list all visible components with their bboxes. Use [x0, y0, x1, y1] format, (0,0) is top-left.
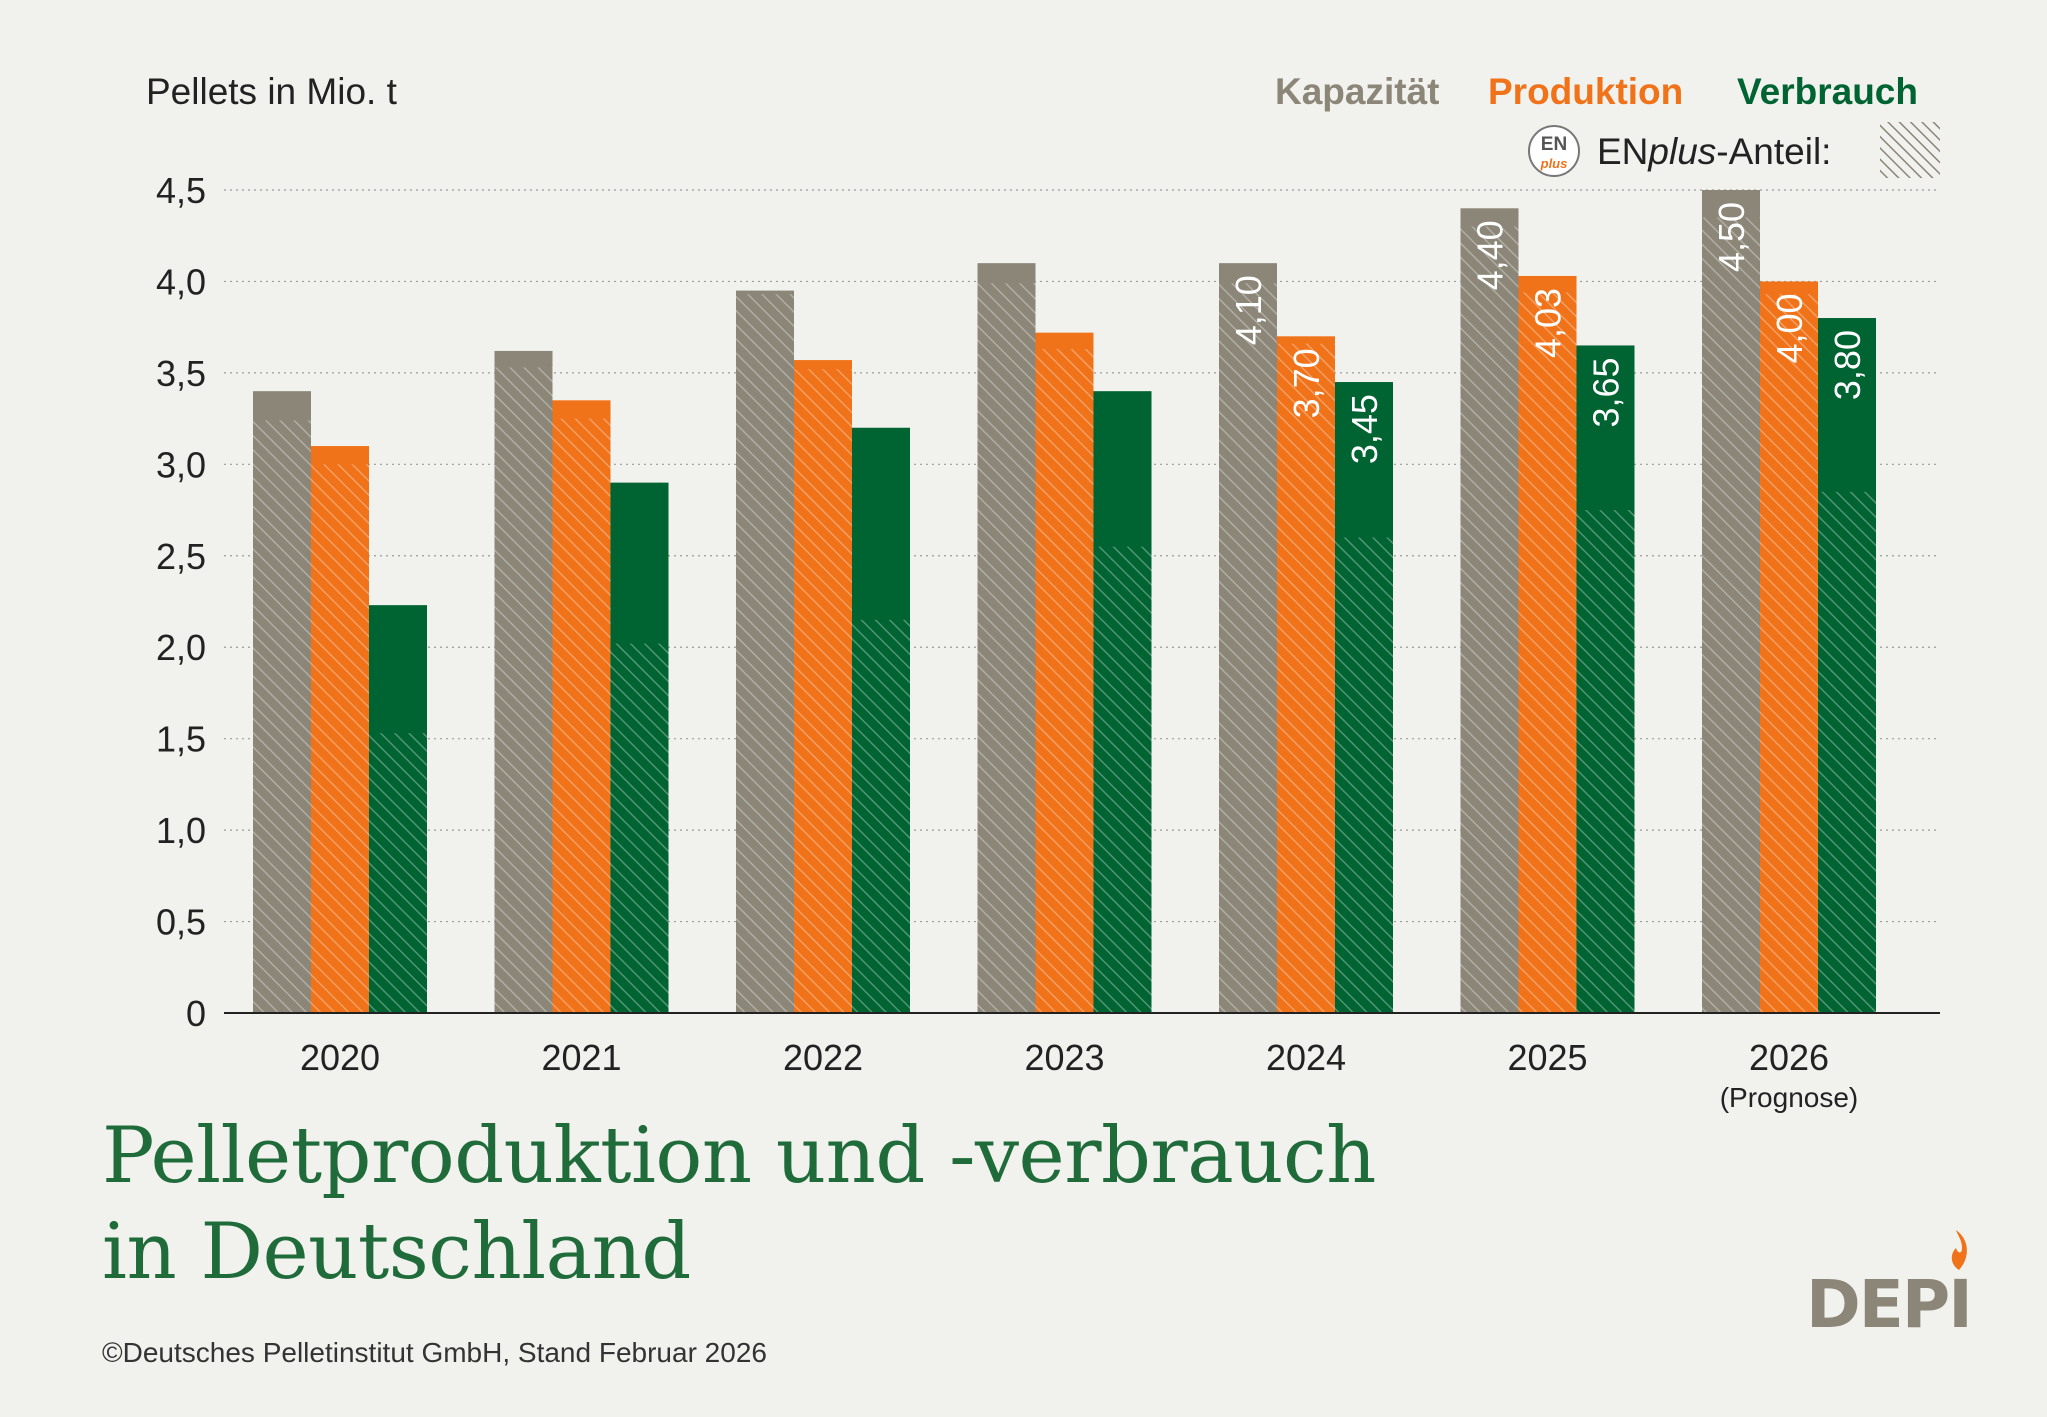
page-title: Pelletproduktion und -verbrauch in Deuts…: [102, 1108, 1376, 1300]
data-label: 3,70: [1286, 348, 1327, 418]
bar-enplus-share: [1219, 283, 1277, 1014]
x-tick-label: 2020: [300, 1037, 380, 1078]
data-label: 4,50: [1711, 202, 1752, 272]
legend-entry-enplus: ENplus-Anteil:: [1597, 131, 1831, 172]
bar-enplus-share: [1818, 491, 1876, 1013]
bar-enplus-share: [1035, 349, 1094, 1013]
data-label: 3,45: [1344, 394, 1385, 464]
bar-enplus-share: [1093, 546, 1152, 1013]
data-label: 4,00: [1769, 293, 1810, 363]
bar-enplus-share: [552, 418, 611, 1014]
title-line-1: Pelletproduktion und -verbrauch: [102, 1111, 1376, 1201]
x-tick-label: 2026: [1749, 1037, 1829, 1078]
badge-bottom-text: plus: [1540, 156, 1568, 171]
legend-entry-production: Produktion: [1488, 71, 1683, 112]
bar-enplus-share: [1277, 343, 1335, 1013]
y-tick-label: 4,0: [156, 261, 206, 302]
bar-enplus-share: [1460, 226, 1519, 1014]
bar-enplus-share: [1702, 217, 1760, 1013]
bar-enplus-share: [977, 283, 1036, 1014]
y-axis-label: Pellets in Mio. t: [146, 71, 398, 112]
bar-enplus-share: [1576, 510, 1635, 1013]
enplus-badge-icon: EN plus: [1528, 125, 1580, 177]
x-tick-label: 2025: [1507, 1037, 1587, 1078]
data-label: 3,80: [1827, 330, 1868, 400]
y-tick-label: 4,5: [156, 170, 206, 211]
data-label: 3,65: [1586, 357, 1627, 427]
bar-enplus-share: [253, 420, 311, 1013]
y-axis-ticks: 0 0,5 1,0 1,5 2,0 2,5 3,0 3,5 4,0 4,5: [156, 170, 206, 1034]
logo-wordmark: DEPI: [1806, 1266, 1973, 1343]
bar-enplus-share: [610, 643, 669, 1013]
legend-entry-capacity: Kapazität: [1275, 71, 1439, 112]
y-tick-label: 0: [186, 993, 206, 1034]
y-tick-label: 2,5: [156, 536, 206, 577]
data-label: 4,10: [1228, 275, 1269, 345]
bars: [253, 190, 1876, 1014]
y-tick-label: 3,5: [156, 353, 206, 394]
flame-icon: [1951, 1230, 1967, 1270]
enplus-swatch: [1880, 122, 1940, 178]
legend-entry-consumption: Verbrauch: [1737, 71, 1918, 112]
depi-logo: DEPI: [1806, 1228, 1973, 1338]
bar-enplus-share: [1518, 292, 1577, 1013]
data-labels: 4,10 3,70 3,45 4,40 4,03 3,65 4,50 4,00 3,80: [1228, 202, 1868, 464]
data-label: 4,03: [1528, 288, 1569, 358]
bar-enplus-share: [311, 464, 369, 1013]
bar-enplus-share: [1335, 537, 1393, 1013]
bar-enplus-share: [369, 733, 427, 1013]
x-tick-note: (Prognose): [1720, 1082, 1859, 1113]
bar-enplus-share: [794, 369, 852, 1014]
data-label: 4,40: [1470, 220, 1511, 290]
x-tick-label: 2022: [783, 1037, 863, 1078]
title-line-2: in Deutschland: [102, 1207, 691, 1297]
y-tick-label: 1,0: [156, 810, 206, 851]
x-tick-label: 2021: [541, 1037, 621, 1078]
y-tick-label: 2,0: [156, 627, 206, 668]
x-axis-ticks: 2020 2021 2022 2023 2024 2025 2026 (Prognose): [300, 1037, 1858, 1113]
badge-top-text: EN: [1541, 134, 1567, 155]
bar-enplus-share: [1760, 294, 1818, 1013]
bar-enplus-share: [852, 619, 910, 1013]
bar-enplus-share: [736, 294, 794, 1013]
x-tick-label: 2024: [1266, 1037, 1346, 1078]
copyright-credit: ©Deutsches Pelletinstitut GmbH, Stand Fe…: [102, 1337, 767, 1368]
x-tick-label: 2023: [1024, 1037, 1104, 1078]
y-tick-label: 0,5: [156, 902, 206, 943]
bar-enplus-share: [494, 367, 553, 1013]
y-tick-label: 1,5: [156, 719, 206, 760]
y-tick-label: 3,0: [156, 444, 206, 485]
